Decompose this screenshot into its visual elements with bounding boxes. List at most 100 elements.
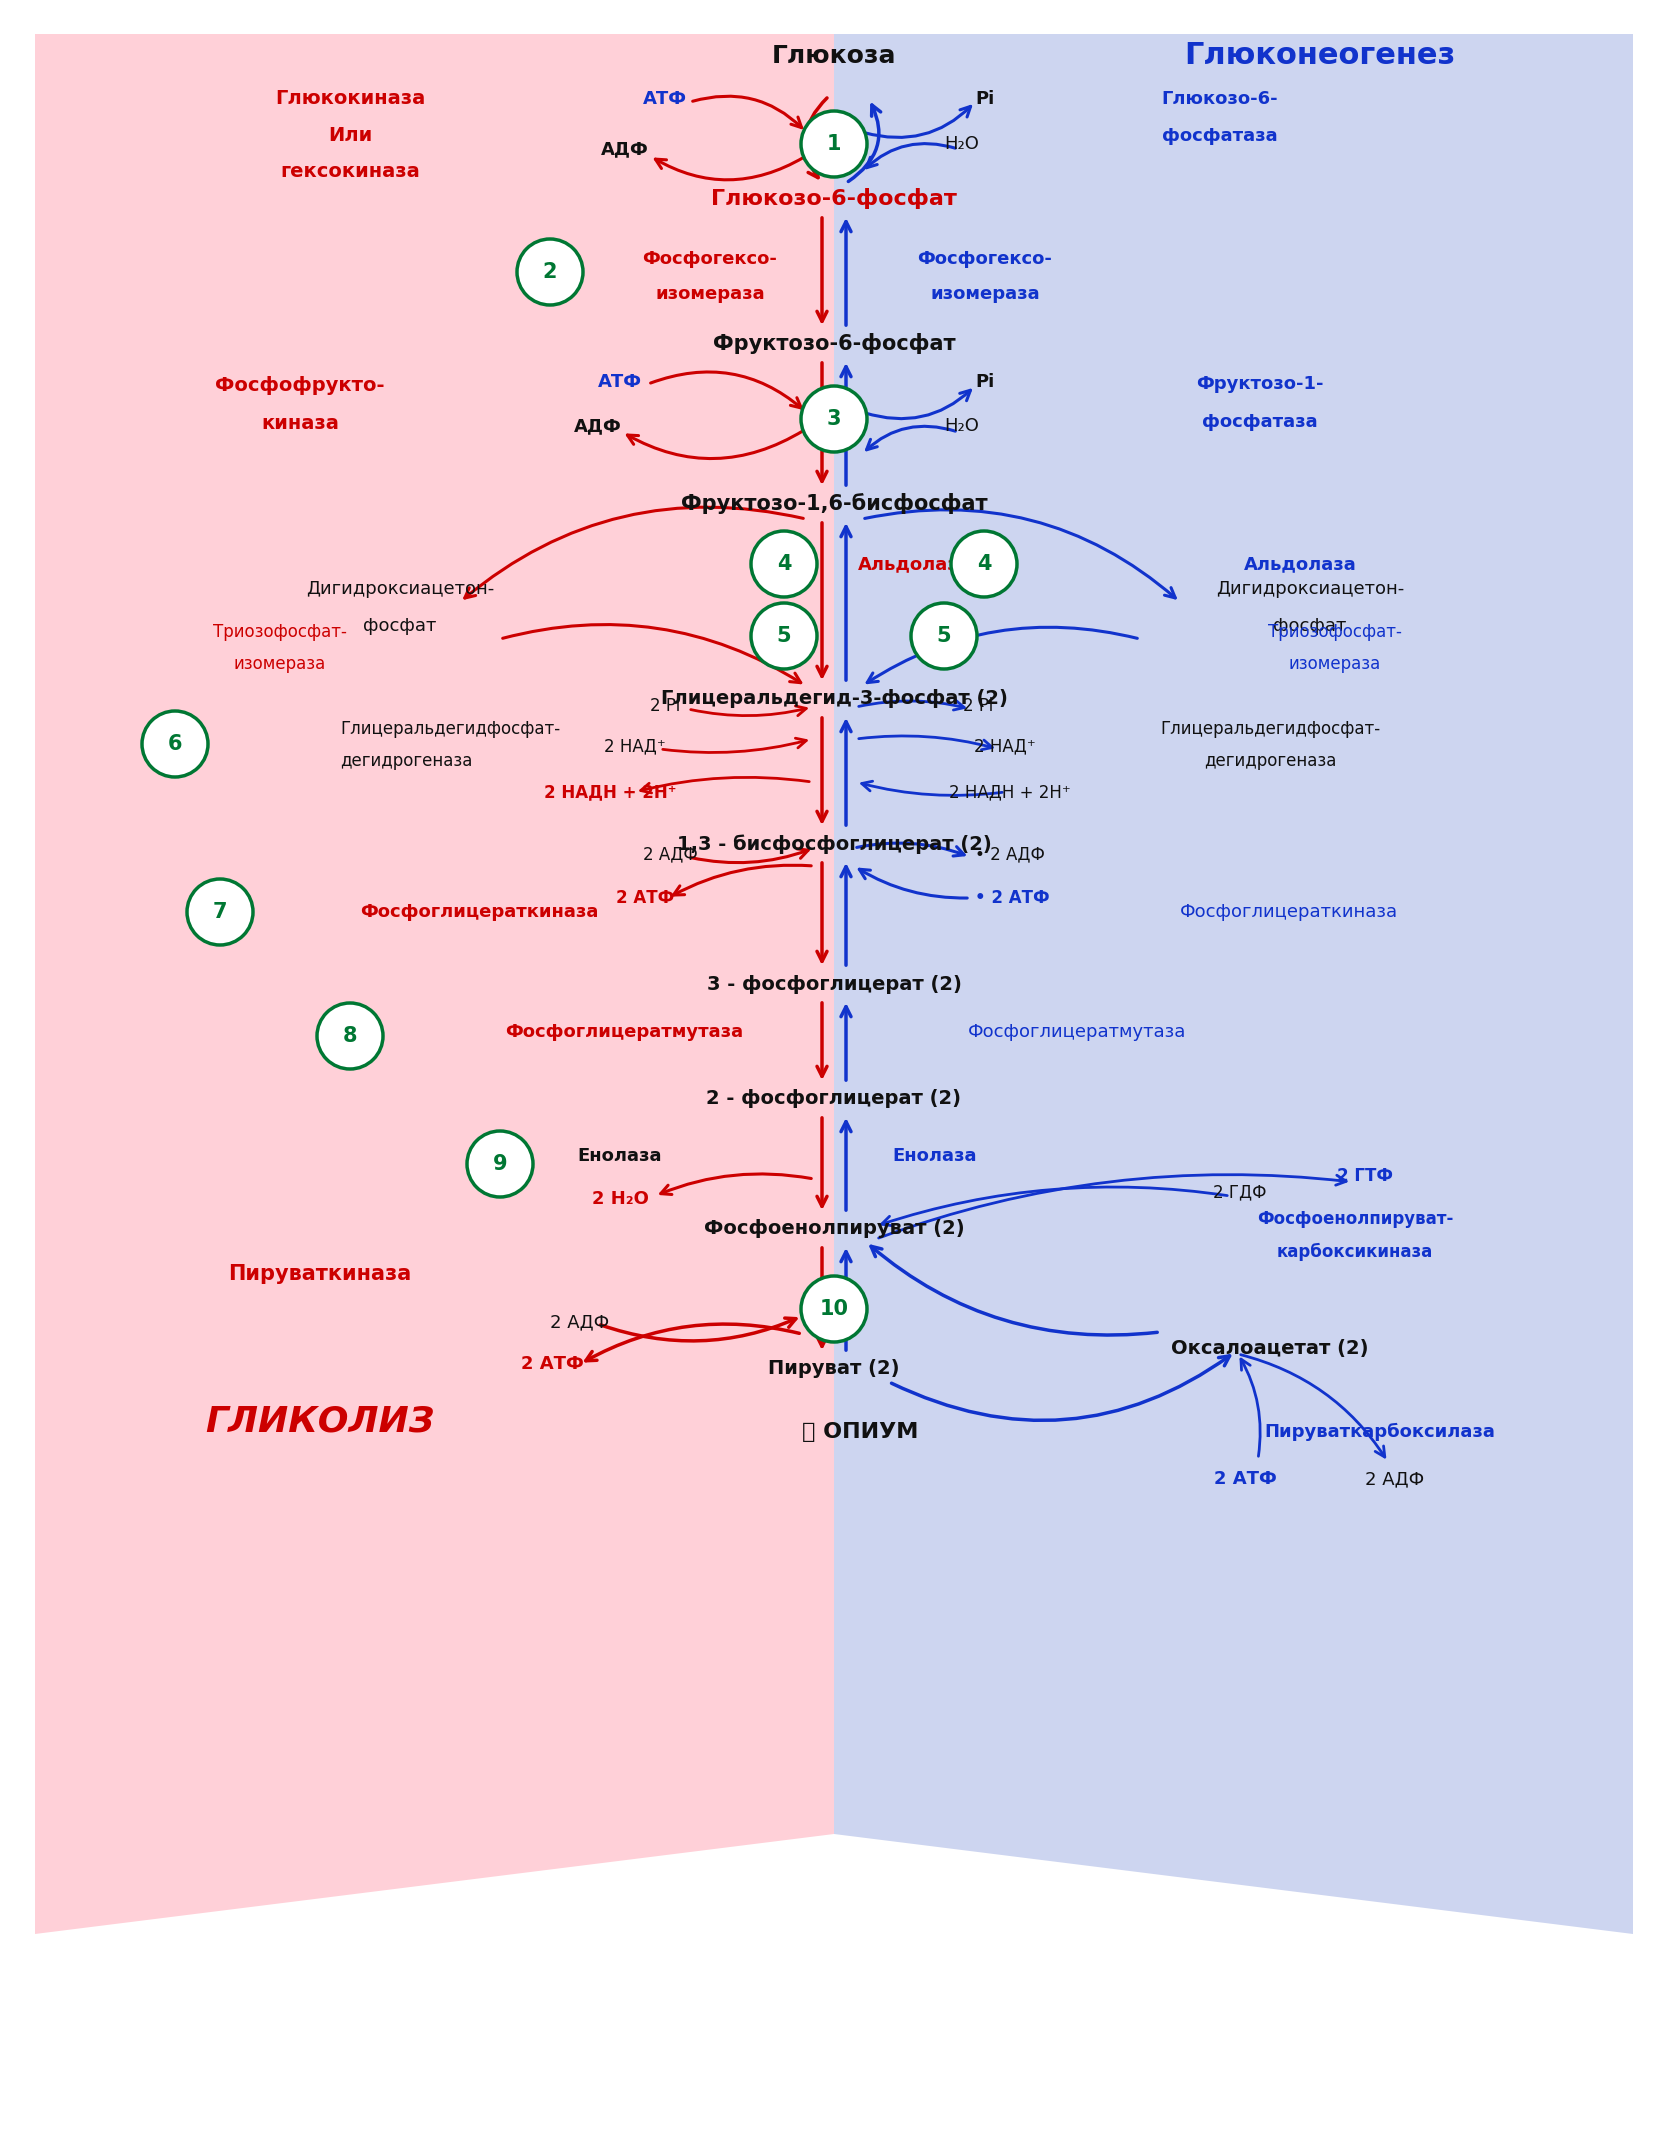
Text: 3: 3	[827, 409, 841, 429]
Circle shape	[801, 386, 867, 452]
Text: 2 НАДН + 2Н⁺: 2 НАДН + 2Н⁺	[949, 784, 1071, 801]
Text: дегидрогеназа: дегидрогеназа	[340, 752, 472, 769]
Text: 2 ГТФ: 2 ГТФ	[1338, 1167, 1393, 1185]
Text: Глицеральдегид-3-фосфат (2): Глицеральдегид-3-фосфат (2)	[661, 689, 1007, 709]
Text: 8: 8	[342, 1025, 357, 1047]
Text: 2 НАД⁺: 2 НАД⁺	[974, 737, 1036, 756]
Text: Дигидроксиацетон-: Дигидроксиацетон-	[305, 579, 494, 599]
Text: Фосфогексо-: Фосфогексо-	[917, 250, 1053, 267]
Text: Енолаза: Енолаза	[892, 1146, 977, 1165]
Text: 10: 10	[819, 1299, 849, 1318]
Polygon shape	[834, 34, 1633, 1934]
Circle shape	[187, 879, 254, 946]
Text: 2 Н₂О: 2 Н₂О	[592, 1189, 649, 1208]
Circle shape	[517, 239, 584, 306]
Text: Енолаза: Енолаза	[577, 1146, 662, 1165]
Text: изомераза: изомераза	[931, 284, 1039, 304]
Circle shape	[801, 1275, 867, 1342]
Text: Фруктозо-6-фосфат: Фруктозо-6-фосфат	[712, 334, 956, 355]
Text: АТФ: АТФ	[599, 373, 642, 392]
Text: 2 ГДФ: 2 ГДФ	[1213, 1183, 1266, 1202]
Text: Pi: Pi	[976, 90, 994, 108]
Text: Или: Или	[329, 127, 372, 146]
Text: 5: 5	[777, 627, 791, 646]
Text: ГЛИКОЛИЗ: ГЛИКОЛИЗ	[205, 1404, 435, 1439]
Text: киназа: киназа	[262, 414, 339, 433]
Text: фосфатаза: фосфатаза	[1203, 414, 1318, 431]
Circle shape	[751, 603, 817, 670]
Text: АДФ: АДФ	[574, 418, 622, 435]
Text: Фосфоглицераткиназа: Фосфоглицераткиназа	[360, 903, 599, 922]
Text: изомераза: изомераза	[1289, 655, 1381, 672]
Text: 2 Pi: 2 Pi	[651, 698, 681, 715]
Text: 2 АТФ: 2 АТФ	[1214, 1469, 1276, 1488]
Circle shape	[142, 711, 208, 778]
Text: АДФ: АДФ	[600, 140, 649, 157]
Text: фосфатаза: фосфатаза	[1163, 127, 1278, 144]
Text: 1: 1	[827, 134, 841, 153]
Text: Пируваткарбоксилаза: Пируваткарбоксилаза	[1264, 1424, 1496, 1441]
Text: Пируват (2): Пируват (2)	[769, 1359, 899, 1379]
Text: Пируваткиназа: Пируваткиназа	[229, 1264, 412, 1284]
Text: 1,3 - бисфосфоглицерат (2): 1,3 - бисфосфоглицерат (2)	[677, 834, 991, 853]
Text: Фосфоглицератмутаза: Фосфоглицератмутаза	[967, 1023, 1186, 1040]
Text: Фосфоенолпируват (2): Фосфоенолпируват (2)	[704, 1219, 964, 1239]
Text: Триозофосфат-: Триозофосфат-	[214, 623, 347, 642]
Text: 2 АТФ: 2 АТФ	[520, 1355, 584, 1372]
Text: Дигидроксиацетон-: Дигидроксиацетон-	[1216, 579, 1404, 599]
Text: 7: 7	[214, 903, 227, 922]
Text: АТФ: АТФ	[642, 90, 687, 108]
Polygon shape	[35, 34, 834, 1934]
Text: Глюконеогенез: Глюконеогенез	[1184, 41, 1456, 71]
Text: 4: 4	[777, 554, 791, 573]
Text: 2 Pi: 2 Pi	[962, 698, 992, 715]
Text: Фосфоглицераткиназа: Фосфоглицераткиназа	[1179, 903, 1398, 922]
Circle shape	[951, 532, 1017, 597]
Text: Глюкокиназа: Глюкокиназа	[275, 90, 425, 108]
Text: H₂O: H₂O	[944, 418, 979, 435]
Text: 2 АДФ: 2 АДФ	[642, 844, 697, 864]
Text: Pi: Pi	[976, 373, 994, 392]
Text: гексокиназа: гексокиназа	[280, 162, 420, 181]
Text: Глицеральдегидфосфат-: Глицеральдегидфосфат-	[1159, 719, 1379, 739]
Text: Альдолаза: Альдолаза	[857, 556, 971, 573]
Text: 6: 6	[168, 735, 182, 754]
Text: Фосфогексо-: Фосфогексо-	[642, 250, 777, 267]
Circle shape	[911, 603, 977, 670]
Circle shape	[317, 1004, 384, 1068]
Text: карбоксикиназа: карбоксикиназа	[1278, 1243, 1433, 1260]
Text: Глюкозо-6-фосфат: Глюкозо-6-фосфат	[711, 190, 957, 209]
Text: Фосфоглицератмутаза: Фосфоглицератмутаза	[505, 1023, 744, 1040]
Circle shape	[751, 532, 817, 597]
Text: 2 АДФ: 2 АДФ	[1366, 1469, 1424, 1488]
Text: Фосфофрукто-: Фосфофрукто-	[215, 377, 385, 396]
Text: изомераза: изомераза	[234, 655, 327, 672]
Text: Фруктозо-1-: Фруктозо-1-	[1196, 375, 1324, 392]
Text: Триозофосфат-: Триозофосфат-	[1268, 623, 1401, 642]
Text: 3 - фосфоглицерат (2): 3 - фосфоглицерат (2)	[707, 974, 961, 993]
Text: 5: 5	[937, 627, 951, 646]
Text: Фосфоенолпируват-: Фосфоенолпируват-	[1256, 1211, 1453, 1228]
Text: фосфат: фосфат	[364, 616, 437, 635]
Text: дегидрогеназа: дегидрогеназа	[1204, 752, 1336, 769]
Text: 🐌 ОПИУМ: 🐌 ОПИУМ	[802, 1422, 917, 1441]
Circle shape	[801, 112, 867, 177]
Text: Глицеральдегидфосфат-: Глицеральдегидфосфат-	[340, 719, 560, 739]
Text: 2: 2	[542, 263, 557, 282]
Text: Альдолаза: Альдолаза	[1244, 556, 1356, 573]
Text: Фруктозо-1,6-бисфосфат: Фруктозо-1,6-бисфосфат	[681, 493, 987, 515]
Text: Глюкоза: Глюкоза	[772, 43, 896, 69]
Text: Оксалоацетат (2): Оксалоацетат (2)	[1171, 1340, 1369, 1359]
Text: • 2 АДФ: • 2 АДФ	[976, 844, 1044, 864]
Text: 9: 9	[492, 1155, 507, 1174]
Text: 2 НАДН + 2Н⁺: 2 НАДН + 2Н⁺	[544, 784, 676, 801]
Text: H₂O: H₂O	[944, 136, 979, 153]
Text: • 2 АТФ: • 2 АТФ	[976, 890, 1049, 907]
Text: 2 АТФ: 2 АТФ	[615, 890, 674, 907]
Text: Глюкозо-6-: Глюкозо-6-	[1161, 90, 1278, 108]
Text: 2 НАД⁺: 2 НАД⁺	[604, 737, 666, 756]
Text: 4: 4	[977, 554, 991, 573]
Text: изомераза: изомераза	[656, 284, 766, 304]
Text: 2 - фосфоглицерат (2): 2 - фосфоглицерат (2)	[707, 1090, 961, 1109]
Text: 2 АДФ: 2 АДФ	[550, 1314, 609, 1331]
